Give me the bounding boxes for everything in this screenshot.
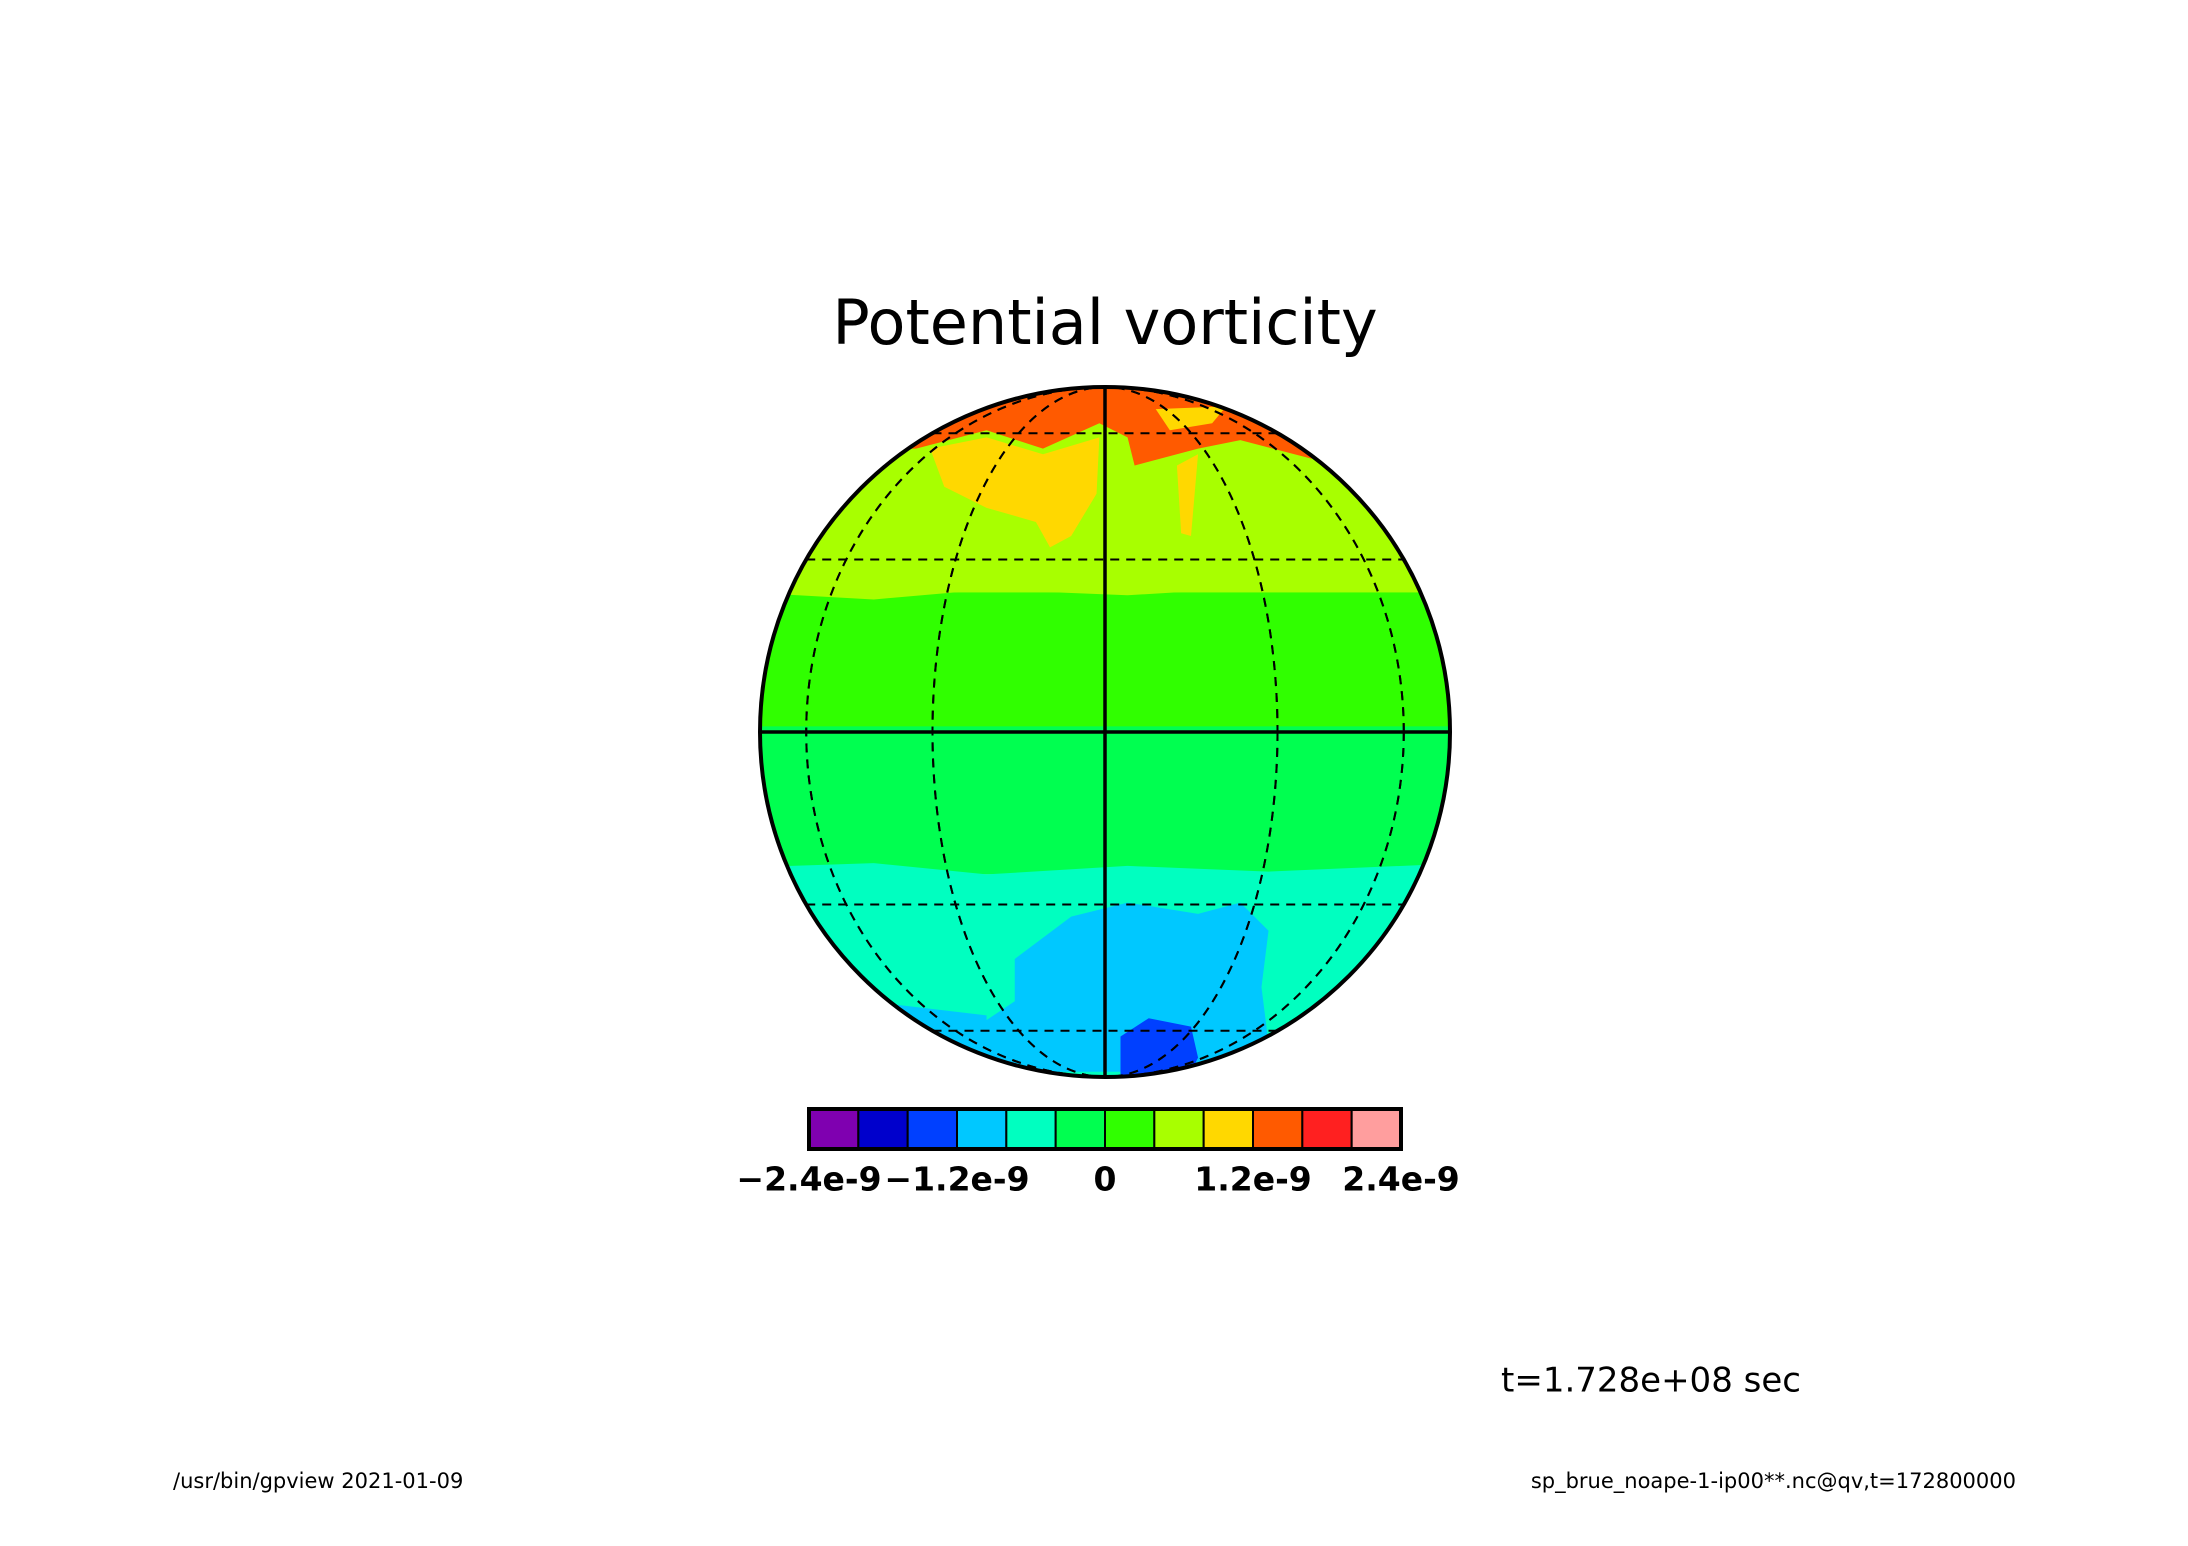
contour-fill xyxy=(1155,406,1227,431)
colorbar-tick-label: −1.2e-9 xyxy=(884,1160,1029,1199)
globe-outline xyxy=(758,385,1452,1079)
colorbar-box xyxy=(1104,1108,1156,1150)
contour-fill xyxy=(972,902,1269,1072)
colorbar-box xyxy=(1202,1108,1254,1150)
colorbar-box xyxy=(1054,1108,1106,1150)
contour-fill xyxy=(1176,454,1199,537)
footer-right: sp_brue_noape-1-ip00**.nc@qv,t=172800000 xyxy=(1531,1469,2016,1494)
colorbar-box xyxy=(1153,1108,1205,1150)
colorbar-box xyxy=(956,1108,1008,1150)
graticule xyxy=(758,385,1452,1079)
time-label: t=1.728e+08 sec xyxy=(1501,1361,1801,1401)
colorbar-box xyxy=(1252,1108,1304,1150)
colorbar-tick-label: 0 xyxy=(1094,1160,1117,1199)
colorbar: −2.4e-9 −1.2e-9 0 1.2e-9 2.4e-9 xyxy=(736,1107,1460,1199)
colorbar-box xyxy=(906,1108,959,1150)
colorbar-box xyxy=(1350,1108,1402,1150)
colorbar-tick-label: −2.4e-9 xyxy=(736,1160,881,1199)
colorbar-box xyxy=(1301,1108,1353,1150)
contour-fill xyxy=(930,437,1100,548)
colorbar-box xyxy=(808,1108,860,1150)
colorbar-tick-label: 2.4e-9 xyxy=(1342,1160,1460,1199)
chart-title: Potential vorticity xyxy=(832,286,1377,359)
colorbar-tick-label: 1.2e-9 xyxy=(1194,1160,1312,1199)
colorbar-box xyxy=(1005,1108,1057,1150)
colorbar-box xyxy=(857,1108,909,1150)
footer-left: /usr/bin/gpview 2021-01-09 xyxy=(173,1469,463,1493)
